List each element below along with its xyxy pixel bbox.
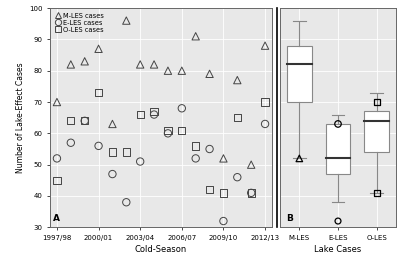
Point [220, 156, 227, 161]
Bar [364, 111, 389, 152]
Point [109, 122, 116, 126]
Point [335, 219, 341, 223]
Point [123, 150, 130, 154]
Point [137, 112, 143, 117]
Point [335, 122, 341, 126]
Text: A: A [53, 214, 60, 223]
Point [82, 59, 88, 63]
Point [137, 159, 143, 164]
Point [262, 100, 268, 104]
X-axis label: Cold-Season: Cold-Season [135, 245, 187, 254]
Point [95, 47, 102, 51]
Point [234, 116, 240, 120]
Point [248, 191, 254, 195]
Point [192, 156, 199, 161]
Point [179, 128, 185, 132]
Point [374, 191, 380, 195]
Point [296, 156, 302, 161]
Y-axis label: Number of Lake-Effect Cases: Number of Lake-Effect Cases [16, 62, 25, 173]
Point [220, 191, 227, 195]
Point [165, 131, 171, 136]
Point [192, 144, 199, 148]
Point [137, 62, 143, 67]
Point [374, 100, 380, 104]
Point [123, 200, 130, 204]
Point [248, 162, 254, 167]
Point [68, 119, 74, 123]
Point [109, 150, 116, 154]
Point [151, 112, 157, 117]
Point [95, 144, 102, 148]
Point [54, 100, 60, 104]
Point [262, 122, 268, 126]
Point [206, 187, 213, 192]
Point [192, 34, 199, 38]
Point [220, 219, 227, 223]
Point [206, 147, 213, 151]
Point [82, 119, 88, 123]
Point [234, 78, 240, 82]
Legend: M-LES cases, E-LES cases, O-LES cases: M-LES cases, E-LES cases, O-LES cases [53, 11, 106, 34]
Point [54, 156, 60, 161]
Point [206, 72, 213, 76]
Point [109, 172, 116, 176]
Bar [326, 124, 350, 174]
Point [165, 69, 171, 73]
Point [248, 191, 254, 195]
Text: B: B [286, 214, 293, 223]
Point [262, 44, 268, 48]
Point [54, 178, 60, 182]
Point [95, 90, 102, 95]
Point [165, 128, 171, 132]
Bar [287, 46, 312, 102]
X-axis label: Lake Cases: Lake Cases [314, 245, 362, 254]
Point [123, 19, 130, 23]
Point [68, 141, 74, 145]
Point [179, 106, 185, 111]
Point [82, 119, 88, 123]
Point [151, 109, 157, 114]
Point [179, 69, 185, 73]
Point [234, 175, 240, 179]
Point [68, 62, 74, 67]
Point [151, 62, 157, 67]
